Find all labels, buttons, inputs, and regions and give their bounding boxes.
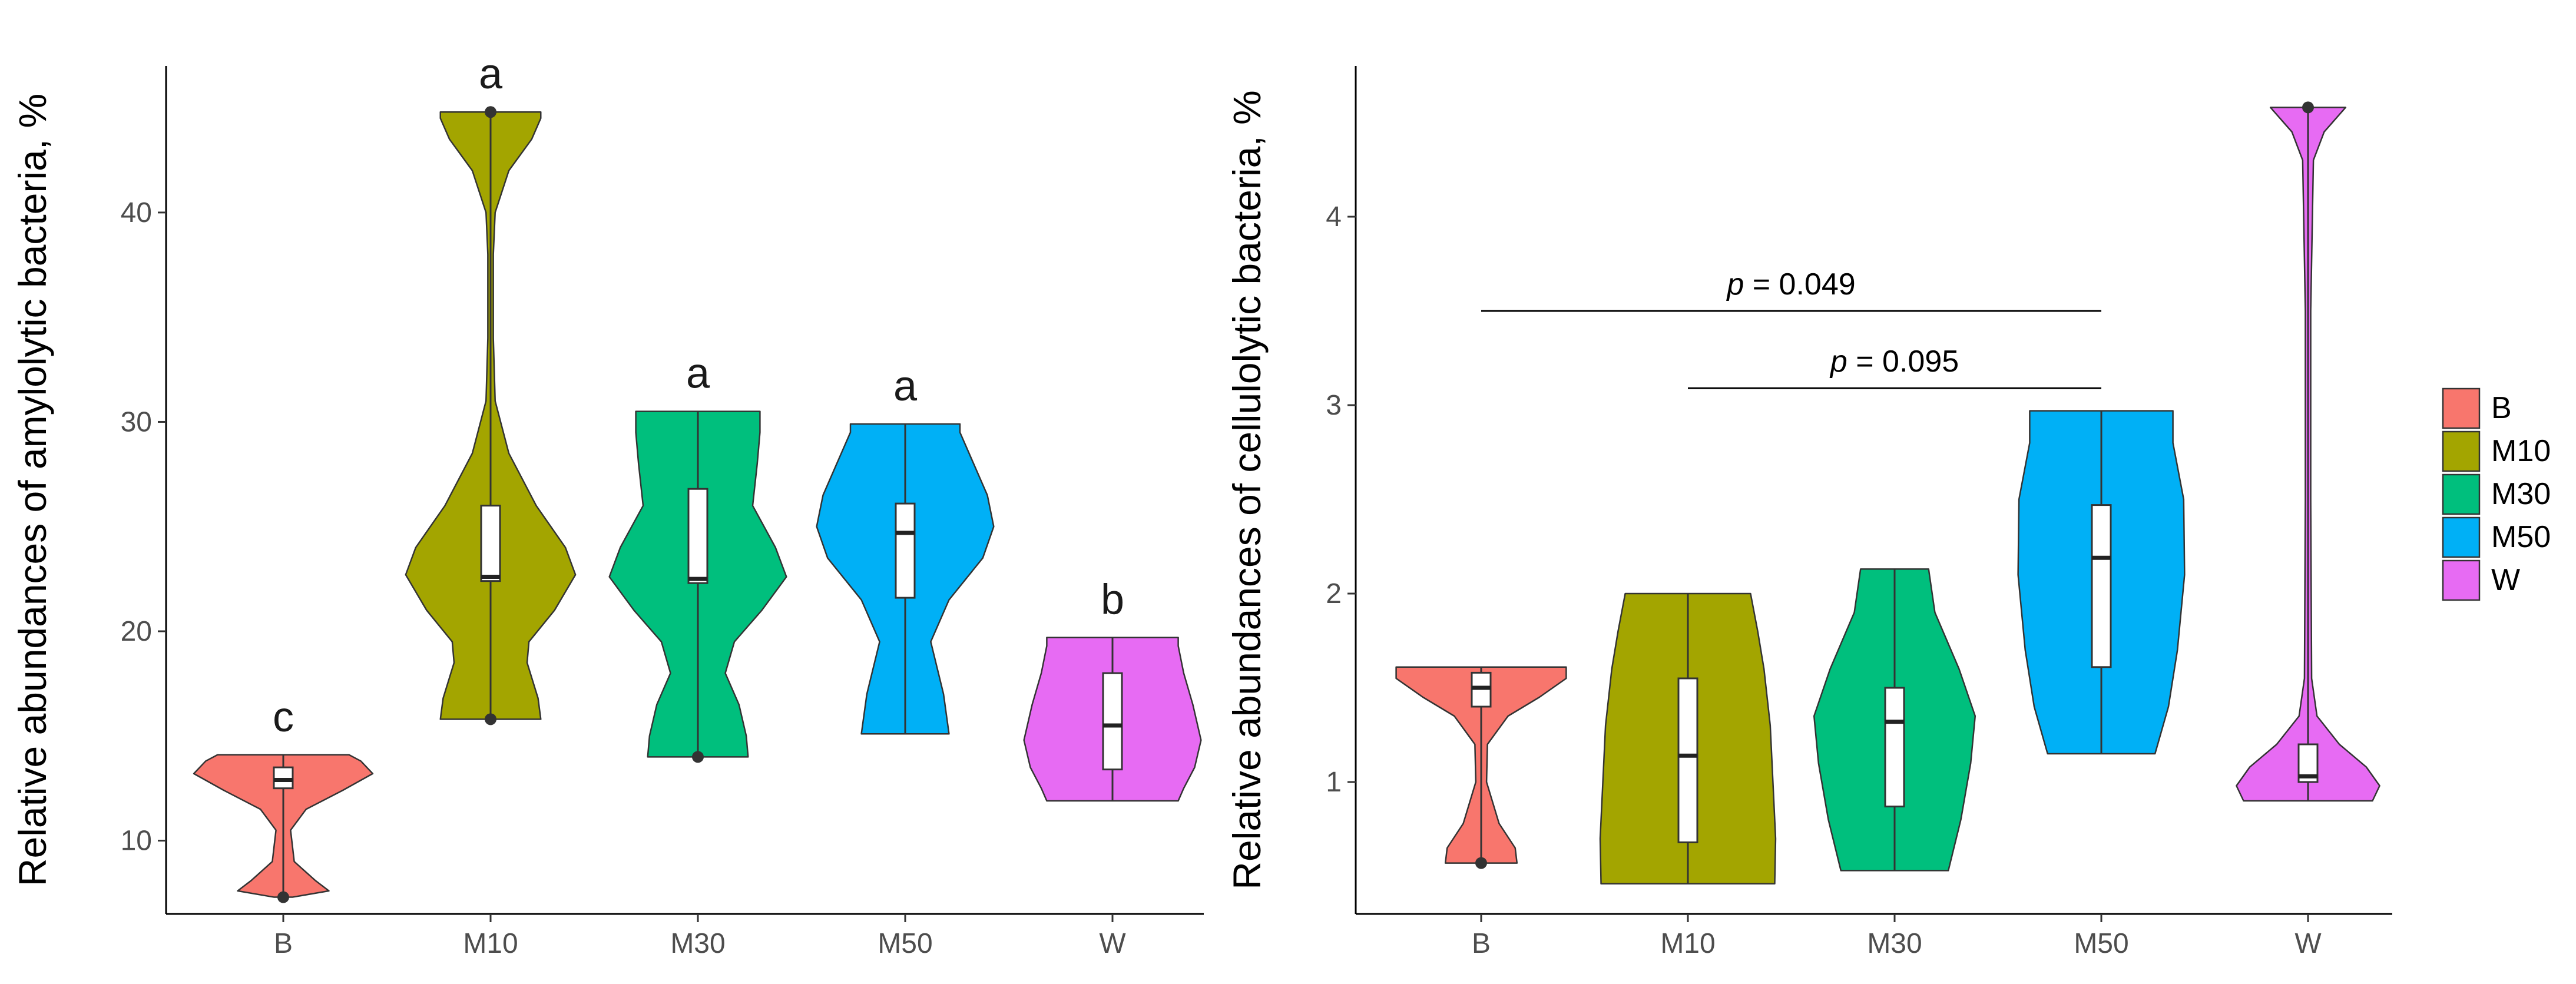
legend-label-m10: M10 — [2491, 434, 2551, 468]
violin-group — [193, 106, 1202, 903]
box-m50 — [2091, 504, 2112, 668]
legend-swatch-w — [2442, 559, 2481, 601]
x-tick-label-w: W — [2294, 928, 2322, 959]
x-tick-label-m30: M30 — [670, 928, 725, 959]
outlier-point — [2302, 101, 2314, 114]
amylolytic-violin-chart: 10 20 30 40 B M10 M30 M50 W c a a a b Relative abun… — [11, 51, 1204, 959]
outlier-point — [692, 751, 704, 763]
legend-swatch-m10 — [2442, 430, 2481, 472]
x-tick-label-m50: M50 — [878, 928, 932, 959]
legend-swatch-b — [2442, 387, 2481, 429]
outlier-point — [277, 891, 289, 903]
x-tick-label-m10: M10 — [1660, 928, 1715, 959]
x-tick-label-m30: M30 — [1867, 928, 1922, 959]
violin-group — [1395, 101, 2380, 885]
x-ticks: B M10 M30 M50 W — [1472, 914, 2322, 959]
box-w — [1102, 672, 1123, 771]
y-tick-label: 40 — [121, 197, 152, 228]
significance-letter-m30: a — [686, 350, 710, 397]
box-b — [273, 766, 294, 790]
outlier-point — [485, 106, 496, 118]
y-ticks: 1 2 3 4 — [1326, 201, 1356, 798]
y-ticks: 10 20 30 40 — [121, 197, 166, 857]
x-tick-label-m10: M10 — [463, 928, 518, 959]
legend: B M10 M30 M50 W — [2442, 387, 2551, 601]
significance-letters: c a a a b — [273, 51, 1124, 741]
x-tick-label-b: B — [1472, 928, 1491, 959]
x-ticks: B M10 M30 M50 W — [274, 914, 1126, 959]
legend-label-m30: M30 — [2491, 477, 2551, 511]
cellulolytic-violin-chart: 1 2 3 4 B M10 M30 M50 W p = 0.049 p = 0.095 Rela… — [1225, 66, 2392, 959]
box-m30 — [687, 488, 708, 584]
legend-swatch-m30 — [2442, 473, 2481, 515]
y-tick-label: 4 — [1326, 201, 1342, 233]
y-tick-label: 30 — [121, 406, 152, 438]
significance-letter-m10: a — [479, 51, 503, 98]
legend-label-w: W — [2491, 563, 2520, 597]
outlier-point — [485, 713, 496, 725]
p-value-annotations: p = 0.049 p = 0.095 — [1481, 267, 2101, 389]
box-m10 — [480, 505, 501, 582]
significance-letter-m50: a — [893, 363, 918, 410]
legend-swatch-m50 — [2442, 516, 2481, 558]
x-tick-label-m50: M50 — [2074, 928, 2128, 959]
y-tick-label: 10 — [121, 826, 152, 857]
legend-label-b: B — [2491, 391, 2512, 425]
box-m10 — [1677, 677, 1698, 843]
p-value-label: p = 0.095 — [1829, 344, 1959, 379]
legend-label-m50: M50 — [2491, 520, 2551, 554]
p-value-label: p = 0.049 — [1726, 267, 1855, 302]
y-tick-label: 2 — [1326, 578, 1342, 609]
significance-letter-w: b — [1101, 577, 1124, 624]
box-m50 — [895, 502, 916, 599]
outlier-point — [1475, 857, 1487, 869]
y-tick-label: 20 — [121, 616, 152, 647]
x-tick-label-w: W — [1099, 928, 1126, 959]
y-axis-label: Relative abundances of cellulolytic bact… — [1225, 90, 1269, 889]
box-m30 — [1884, 687, 1905, 808]
significance-letter-b: c — [273, 694, 294, 741]
y-tick-label: 3 — [1326, 390, 1342, 421]
y-axis-label: Relative abundances of amylolytic bacter… — [11, 94, 54, 886]
x-tick-label-b: B — [274, 928, 293, 959]
y-tick-label: 1 — [1326, 767, 1342, 798]
